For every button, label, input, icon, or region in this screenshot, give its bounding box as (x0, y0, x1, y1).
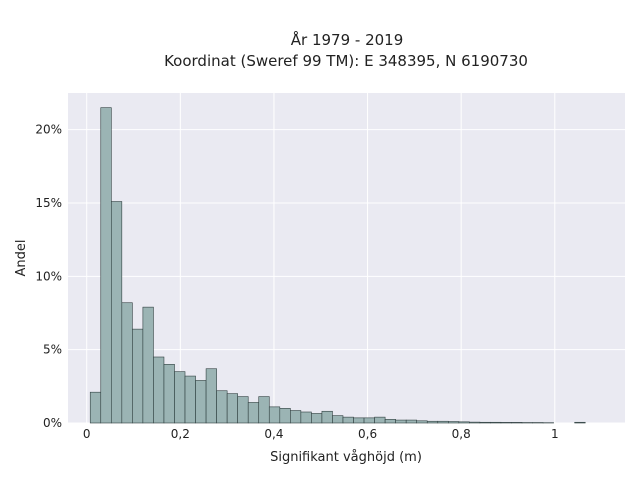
histogram-bar (374, 416, 386, 424)
y-tick-label: 0% (43, 416, 62, 430)
histogram-bar (511, 422, 523, 424)
histogram-bar (163, 364, 175, 424)
histogram-bar (100, 107, 112, 424)
histogram-bar (142, 306, 154, 424)
x-tick-labels: 0 0,2 0,4 0,6 0,8 1 (83, 427, 559, 441)
x-axis-label: Signifikant våghöjd (m) (270, 450, 422, 465)
histogram-bar (247, 402, 260, 424)
y-tick-label: 10% (35, 269, 62, 283)
histogram-bar (395, 419, 407, 424)
histogram-bar (279, 408, 291, 424)
histogram-bar (448, 421, 460, 424)
histogram-bar (405, 419, 418, 424)
histogram-bar (332, 415, 344, 424)
x-tick-label: 0,2 (171, 427, 190, 441)
histogram-bar (184, 375, 196, 424)
histogram-bar (121, 302, 133, 424)
y-axis-label: Andel (14, 240, 29, 277)
y-tick-label: 20% (35, 123, 62, 137)
histogram-bar (268, 406, 281, 424)
histogram-bar (353, 417, 365, 424)
histogram-bar (110, 201, 123, 424)
histogram-bar (574, 421, 586, 424)
histogram-bar (300, 411, 312, 424)
histogram-bar (458, 421, 470, 424)
histogram-bar (153, 356, 165, 424)
histogram-bar (437, 420, 449, 424)
histogram-bar (205, 368, 217, 424)
y-tick-labels: 0% 5% 10% 15% 20% (35, 123, 62, 430)
histogram-bar (469, 421, 481, 424)
x-tick-label: 0 (83, 427, 91, 441)
histogram-bar (342, 416, 354, 424)
x-tick-label: 1 (551, 427, 559, 441)
chart-title-line-2: Koordinat (Sweref 99 TM): E 348395, N 61… (164, 52, 528, 70)
histogram-bar (321, 410, 333, 424)
chart-title-line-1: År 1979 - 2019 (291, 30, 404, 49)
histogram-bar (363, 417, 375, 424)
histogram-bar (89, 391, 102, 424)
histogram-bar (500, 422, 512, 424)
x-tick-label: 0,8 (452, 427, 471, 441)
x-tick-label: 0,6 (358, 427, 377, 441)
histogram-bar (132, 328, 144, 424)
y-tick-label: 5% (43, 343, 62, 357)
histogram-bar (416, 420, 428, 424)
histogram-bar (384, 419, 396, 424)
histogram-bar (311, 413, 323, 424)
histogram-bar (290, 410, 302, 424)
histogram-bar (237, 396, 249, 424)
histogram-bar (216, 390, 228, 424)
histogram-bar (258, 396, 270, 424)
histogram-bar (479, 421, 491, 424)
histogram-bar (195, 380, 207, 424)
histogram-bar (226, 393, 238, 424)
y-tick-label: 15% (35, 196, 62, 210)
histogram-bar (426, 420, 439, 424)
histogram-bar (174, 371, 186, 424)
histogram-bar (490, 421, 502, 424)
histogram-bars (89, 107, 586, 424)
x-tick-label: 0,4 (264, 427, 283, 441)
